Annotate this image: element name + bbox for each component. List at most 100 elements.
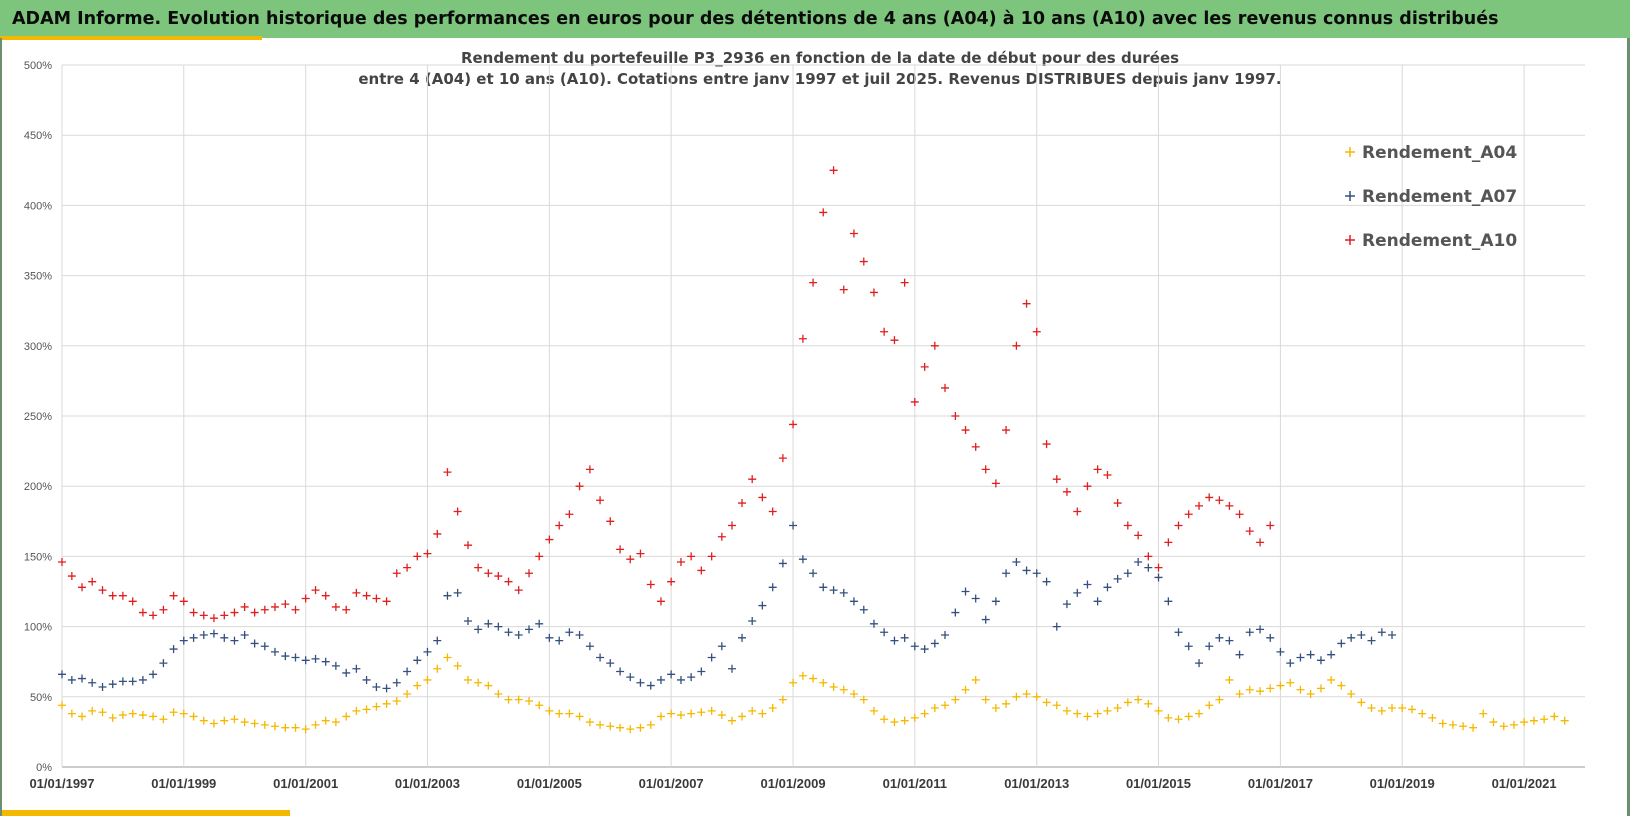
data-point [413,552,422,561]
data-point [1093,709,1102,718]
data-point [758,601,767,610]
data-point [169,591,178,600]
data-point [138,711,147,720]
data-point [1073,588,1082,597]
data-point [149,611,158,620]
data-point [423,675,432,684]
data-point [768,507,777,516]
data-point [1347,689,1356,698]
data-point [403,563,412,572]
data-point [1276,647,1285,656]
legend-label: Rendement_A07 [1362,187,1517,207]
data-point [98,708,107,717]
data-point [260,642,269,651]
data-point [941,631,950,640]
data-point [1042,698,1051,707]
data-point [443,591,452,600]
data-point [1459,722,1468,731]
data-point [778,695,787,704]
data-point [667,670,676,679]
data-point [768,583,777,592]
data-point [646,720,655,729]
y-tick-label: 50% [30,692,52,704]
data-point [1235,510,1244,519]
data-point [1093,465,1102,474]
data-point [1022,299,1031,308]
data-point [311,654,320,663]
data-point [1286,678,1295,687]
data-point [1225,501,1234,510]
legend-marker-icon [1345,147,1355,157]
data-point [565,709,574,718]
data-point [1174,521,1183,530]
data-point [1377,628,1386,637]
data-point [859,257,868,266]
data-point [179,597,188,606]
data-point [1083,712,1092,721]
data-point [1529,716,1538,725]
data-point [728,664,737,673]
chart-title-line2: entre 4 (A04) et 10 ans (A10). Cotations… [358,70,1282,88]
data-point [1002,699,1011,708]
data-point [951,695,960,704]
data-point [281,723,290,732]
data-point [636,549,645,558]
data-point [321,591,330,600]
data-point [839,685,848,694]
data-point [311,720,320,729]
y-tick-label: 500% [24,60,52,72]
data-point [626,673,635,682]
data-point [463,675,472,684]
data-point [1469,723,1478,732]
data-point [798,334,807,343]
data-point [342,668,351,677]
data-point [179,636,188,645]
data-point [1550,712,1559,721]
data-point [392,697,401,706]
data-point [321,716,330,725]
data-point [748,475,757,484]
data-point [717,711,726,720]
data-point [849,229,858,238]
data-point [697,667,706,676]
legend-marker-icon [1345,191,1355,201]
data-point [1093,597,1102,606]
data-point [1286,659,1295,668]
y-tick-label: 100% [24,622,52,634]
data-point [626,555,635,564]
data-point [128,597,137,606]
data-point [301,725,310,734]
data-point [535,701,544,710]
data-point [1022,689,1031,698]
data-point [920,362,929,371]
data-point [1306,689,1315,698]
data-point [1327,675,1336,684]
data-point [1195,709,1204,718]
data-point [596,496,605,505]
data-point [209,629,218,638]
data-point [504,695,513,704]
data-point [169,708,178,717]
data-point [687,709,696,718]
data-point [433,636,442,645]
data-point [372,702,381,711]
data-point [453,588,462,597]
data-point [484,619,493,628]
data-point [636,723,645,732]
frame-border-right [1627,38,1630,816]
data-point [839,588,848,597]
data-point [535,619,544,628]
data-point [149,712,158,721]
data-point [98,682,107,691]
data-point [656,597,665,606]
data-point [67,572,76,581]
y-tick-label: 200% [24,481,52,493]
data-point [981,465,990,474]
data-point [890,636,899,645]
data-point [98,586,107,595]
data-point [1184,510,1193,519]
data-point [67,675,76,684]
data-point [930,341,939,350]
data-point [392,569,401,578]
data-point [616,545,625,554]
